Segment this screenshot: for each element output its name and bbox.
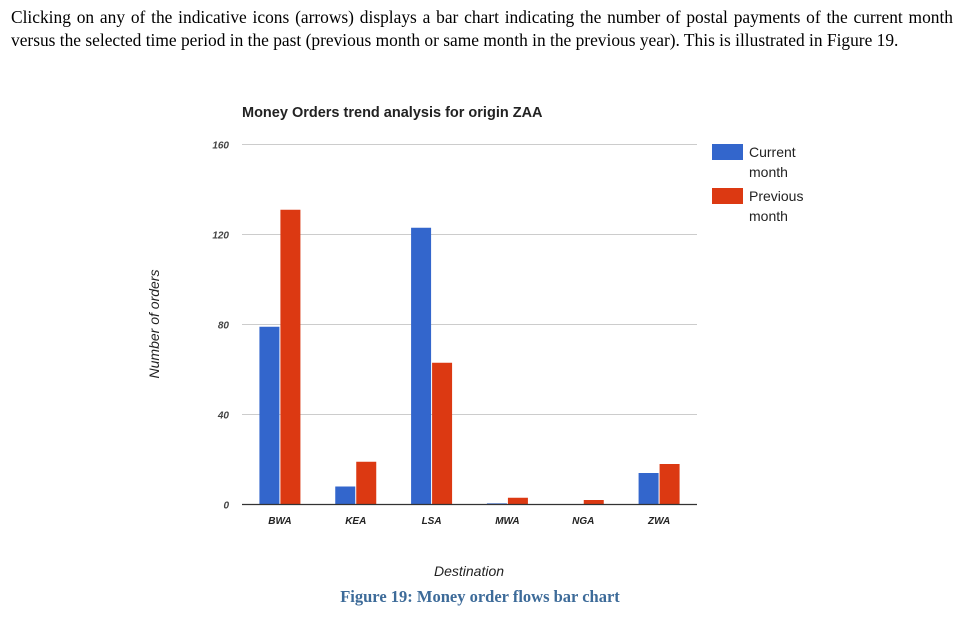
legend-swatch-previous bbox=[712, 188, 743, 204]
x-tick-label: MWA bbox=[495, 516, 519, 527]
x-tick-label: BWA bbox=[268, 516, 291, 527]
legend-label: month bbox=[749, 208, 788, 224]
y-tick-label: 40 bbox=[217, 411, 230, 422]
bar-current-bwa bbox=[259, 326, 280, 505]
bar-current-zwa bbox=[638, 473, 659, 505]
bar-previous-lsa bbox=[432, 362, 453, 505]
bar-previous-mwa bbox=[507, 497, 528, 505]
bar-previous-nga bbox=[583, 500, 604, 505]
y-tick-label: 0 bbox=[223, 501, 229, 512]
y-tick-labels: 0 40 80 120 160 bbox=[212, 141, 229, 512]
legend-swatch-current bbox=[712, 144, 743, 160]
bar-current-lsa bbox=[411, 227, 432, 505]
x-tick-label: ZWA bbox=[647, 516, 670, 527]
legend-label: Previous bbox=[749, 188, 803, 204]
bar-previous-bwa bbox=[280, 209, 301, 505]
legend: Current month Previous month bbox=[712, 144, 803, 224]
y-tick-label: 160 bbox=[212, 141, 229, 152]
bars bbox=[259, 209, 680, 505]
gridlines bbox=[242, 144, 697, 415]
chart-title: Money Orders trend analysis for origin Z… bbox=[242, 105, 543, 121]
y-tick-label: 120 bbox=[212, 231, 229, 242]
x-tick-label: KEA bbox=[345, 516, 366, 527]
x-tick-label: NGA bbox=[572, 516, 594, 527]
x-tick-label: LSA bbox=[422, 516, 442, 527]
x-axis-label: Destination bbox=[434, 563, 504, 579]
x-tick-labels: BWA KEA LSA MWA NGA ZWA bbox=[268, 516, 670, 527]
legend-label: month bbox=[749, 164, 788, 180]
bar-previous-zwa bbox=[659, 464, 680, 505]
y-tick-label: 80 bbox=[218, 321, 230, 332]
bar-current-kea bbox=[335, 486, 356, 505]
bar-previous-kea bbox=[356, 461, 377, 505]
intro-paragraph: Clicking on any of the indicative icons … bbox=[11, 7, 953, 50]
figure-caption: Figure 19: Money order flows bar chart bbox=[340, 587, 620, 606]
legend-label: Current bbox=[749, 144, 796, 160]
y-axis-label: Number of orders bbox=[146, 270, 162, 379]
